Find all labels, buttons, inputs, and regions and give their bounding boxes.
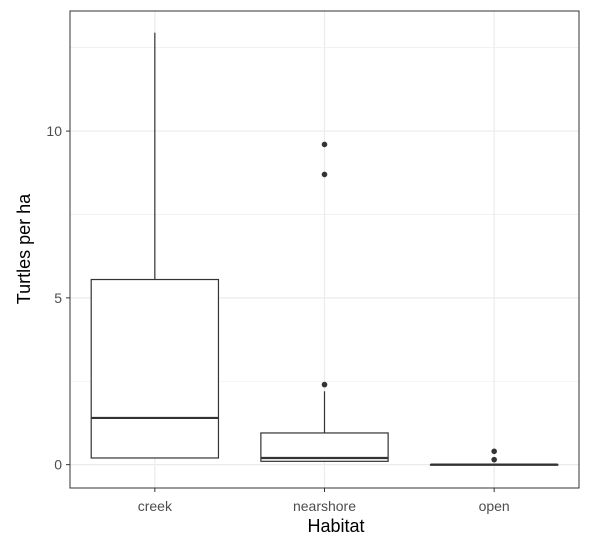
box-open [429, 448, 559, 466]
outlier-point [321, 141, 328, 148]
x-tick-label: nearshore [293, 498, 356, 514]
box-series [90, 32, 559, 466]
outlier-point [491, 448, 497, 455]
axis-ticks: 0 5 10 creek nearshore open [46, 123, 509, 514]
y-tick-label: 5 [54, 290, 62, 306]
x-tick-label: creek [138, 498, 173, 514]
y-tick-label: 0 [54, 457, 62, 473]
x-tick-label: open [479, 498, 510, 514]
box-nearshore [260, 141, 389, 462]
outlier-point [321, 381, 328, 388]
outlier-point [321, 171, 328, 178]
x-axis-title: Habitat [307, 516, 364, 536]
outlier-point [491, 456, 497, 463]
y-axis-title: Turtles per ha [14, 193, 34, 304]
box-creek [90, 32, 220, 459]
box-iqr [260, 432, 389, 462]
y-tick-label: 10 [46, 123, 62, 139]
box-iqr [90, 278, 220, 459]
